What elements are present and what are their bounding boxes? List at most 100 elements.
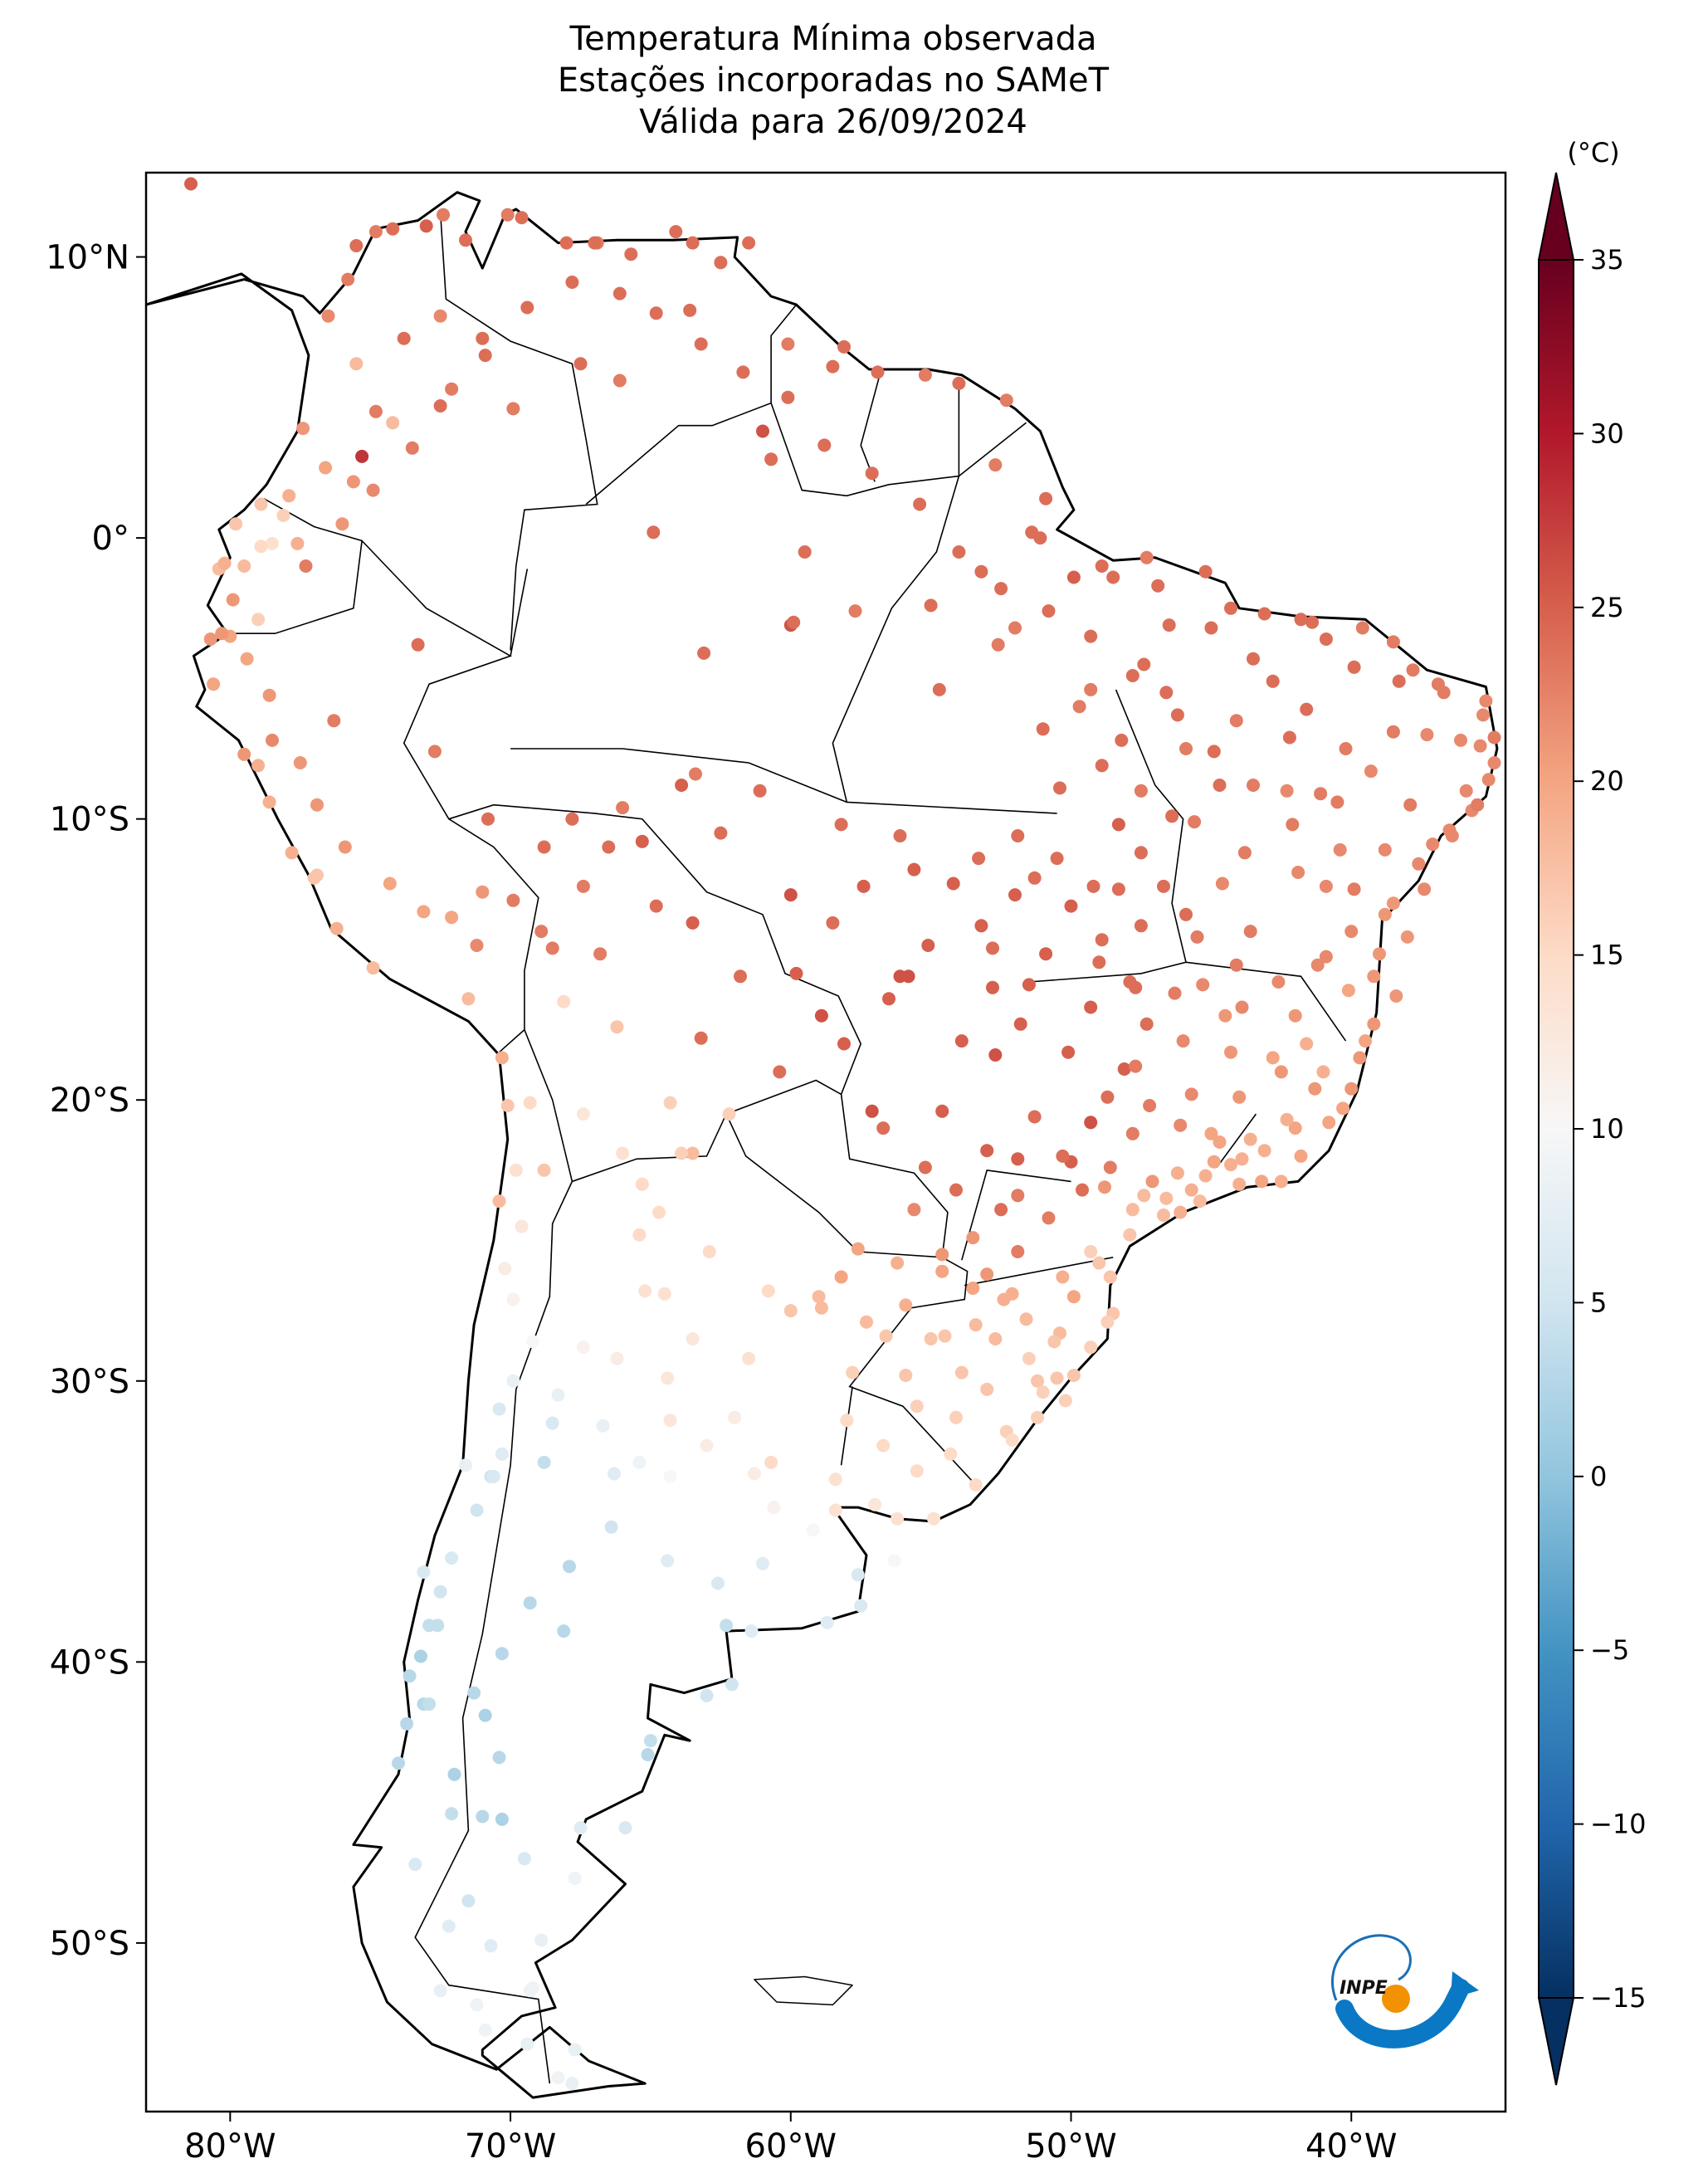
station-point: [408, 1858, 422, 1872]
station-point: [1125, 669, 1139, 682]
station-point: [1157, 879, 1170, 893]
station-point: [686, 1146, 700, 1160]
station-point: [972, 852, 986, 866]
station-point: [1058, 1394, 1072, 1408]
station-point: [773, 1065, 787, 1079]
station-point: [1170, 1166, 1184, 1180]
station-point: [251, 759, 266, 773]
station-point: [526, 1335, 540, 1349]
station-point: [1420, 728, 1434, 742]
station-point: [608, 1467, 621, 1481]
station-point: [495, 1812, 509, 1826]
country-border: [961, 1170, 1071, 1261]
station-point: [1184, 1183, 1198, 1197]
station-point: [700, 1688, 714, 1702]
station-point: [290, 536, 305, 550]
station-point: [1344, 1082, 1359, 1096]
country-border: [448, 803, 862, 1095]
station-point: [1330, 795, 1344, 809]
station-point: [1271, 975, 1286, 989]
station-point: [616, 801, 630, 815]
country-border: [832, 476, 960, 803]
station-point: [537, 1455, 551, 1469]
station-point: [515, 211, 529, 225]
station-point: [1386, 725, 1400, 739]
station-point: [893, 969, 907, 984]
station-point: [576, 1340, 590, 1355]
colorbar-tick-label: 0: [1590, 1461, 1607, 1492]
latitude-tick-label: 10°N: [46, 239, 129, 277]
station-point: [329, 921, 344, 935]
station-point: [1117, 1062, 1131, 1076]
station-point: [851, 1568, 865, 1582]
station-point: [783, 888, 798, 902]
station-point: [1378, 842, 1392, 857]
station-point: [576, 879, 590, 893]
station-point: [1459, 784, 1473, 798]
station-point: [663, 1414, 677, 1428]
station-point: [756, 424, 769, 438]
station-point: [1011, 1152, 1025, 1166]
station-point: [649, 306, 663, 320]
station-point: [537, 840, 551, 854]
latitude-tick-label: 10°S: [50, 801, 129, 839]
station-point: [675, 1146, 689, 1160]
latitude-tick-label: 0°: [92, 520, 129, 558]
country-border: [1028, 689, 1187, 983]
station-point: [1022, 978, 1036, 992]
station-point: [1022, 1351, 1036, 1365]
latitude-tick-label: 50°S: [50, 1925, 129, 1963]
station-point: [534, 1933, 549, 1947]
station-point: [1196, 978, 1210, 992]
station-point: [461, 1894, 476, 1908]
station-point: [447, 1767, 461, 1781]
station-point: [986, 980, 999, 994]
station-point: [686, 916, 700, 930]
station-points: [184, 177, 1501, 2091]
station-point: [828, 1472, 842, 1487]
longitude-tick-label: 60°W: [745, 2127, 837, 2166]
station-point: [417, 1565, 431, 1579]
country-border: [524, 1029, 842, 1183]
station-point: [1103, 1270, 1117, 1284]
station-point: [588, 236, 602, 250]
station-point: [604, 1520, 618, 1534]
station-point: [1084, 1245, 1098, 1258]
station-point: [954, 1365, 969, 1379]
station-point: [433, 399, 447, 413]
station-point: [952, 376, 966, 390]
station-point: [445, 382, 459, 396]
station-point: [910, 1464, 924, 1478]
station-point: [523, 1096, 537, 1110]
station-point: [1471, 798, 1485, 812]
station-point: [657, 1287, 671, 1301]
station-point: [1347, 882, 1361, 896]
station-point: [484, 1939, 498, 1953]
station-point: [476, 1809, 490, 1824]
station-point: [612, 374, 627, 388]
station-point: [282, 489, 296, 503]
latitude-ticks: 10°N 0° 10°S 20°S 30°S 40°S 50°S: [46, 239, 146, 1963]
station-point: [856, 879, 871, 893]
station-point: [1084, 1116, 1098, 1130]
station-point: [907, 1203, 921, 1217]
station-point: [924, 1332, 938, 1345]
station-point: [498, 1262, 512, 1276]
colorbar-tick-label: 25: [1590, 592, 1624, 623]
station-point: [1061, 1045, 1076, 1059]
station-point: [506, 1292, 520, 1306]
station-point: [445, 911, 459, 925]
station-point: [907, 862, 921, 877]
station-point: [935, 1248, 949, 1262]
station-point: [848, 604, 862, 618]
station-point: [1314, 787, 1328, 801]
station-point: [386, 222, 400, 236]
station-point: [753, 784, 767, 798]
station-point: [1353, 1051, 1367, 1065]
station-point: [865, 466, 879, 481]
station-point: [551, 2071, 565, 2085]
station-point: [1367, 1017, 1381, 1031]
colorbar-tick-label: −10: [1590, 1809, 1647, 1840]
colorbar-unit-label: (°C): [1567, 137, 1619, 168]
station-point: [215, 627, 229, 641]
